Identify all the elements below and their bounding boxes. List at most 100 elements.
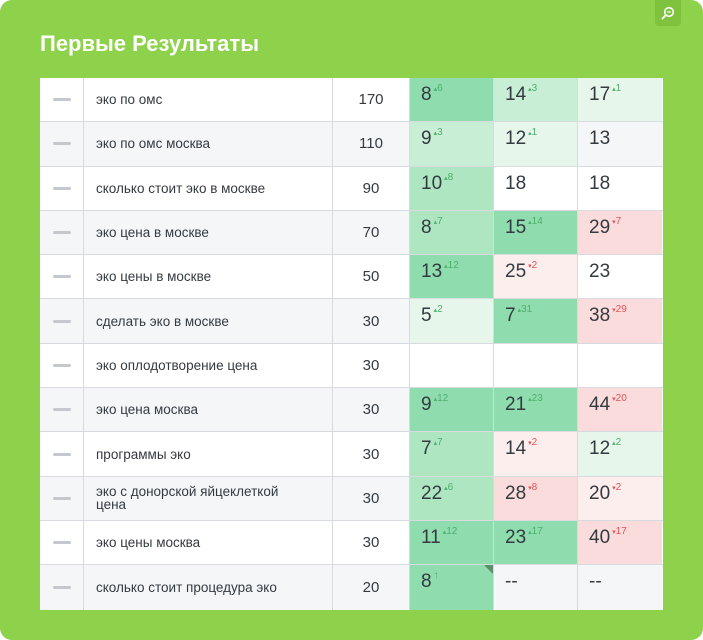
position-change: ▴2 xyxy=(612,437,621,448)
position-change: ▴6 xyxy=(444,482,453,493)
position-change: ▴17 xyxy=(528,526,543,537)
position-change-value: 29 xyxy=(615,304,627,316)
minus-icon xyxy=(52,319,71,323)
keyword-cell: эко цены в москве xyxy=(84,255,333,299)
minus-icon xyxy=(52,363,71,367)
panel-title: Первые Результаты xyxy=(40,31,259,56)
position-change: ▴12 xyxy=(434,393,449,404)
table-row[interactable]: эко с донорской яйцеклеткой цена 30 22 ▴6 28… xyxy=(40,476,663,521)
arrow-up-icon: ▴ xyxy=(444,263,448,271)
position-value: 13 xyxy=(589,128,611,150)
position-cell: 9 ▴12 xyxy=(410,388,494,432)
position-cell: 14 ▴3 xyxy=(494,78,578,122)
position-change-value: 12 xyxy=(447,260,459,272)
position-value: 28 xyxy=(505,482,527,504)
row-toggle[interactable] xyxy=(40,122,84,166)
arrow-down-icon: ▾ xyxy=(612,307,616,315)
position-value: 14 xyxy=(505,84,527,105)
position-change: ↑ xyxy=(434,570,439,581)
position-cell: 12 ▴1 xyxy=(494,122,578,166)
table-row[interactable]: эко по омс 170 8 ▴6 14 ▴3 17 ▴1 xyxy=(40,78,663,123)
position-value: -- xyxy=(589,571,602,593)
position-change: ▴2 xyxy=(434,304,443,315)
position-cell: 7 ▴7 xyxy=(410,432,494,476)
position-change: ▴3 xyxy=(434,127,443,138)
position-value: 44 xyxy=(589,394,611,416)
volume-cell: 30 xyxy=(333,388,410,432)
arrow-down-icon: ▾ xyxy=(612,396,616,404)
table-row[interactable]: эко цена москва 30 9 ▴12 21 ▴23 44 ▾20 xyxy=(40,388,663,433)
position-change: ▴1 xyxy=(612,83,621,94)
arrow-up-icon: ▴ xyxy=(433,396,438,404)
table-row[interactable]: сколько стоит процедура эко 20 8 ↑ -- -- xyxy=(40,565,663,610)
position-cell: 5 ▴2 xyxy=(410,299,494,343)
arrow-up-icon: ▴ xyxy=(528,528,532,536)
keyword-cell: сделать эко в москве xyxy=(84,299,333,343)
position-change: ▴23 xyxy=(528,393,543,404)
row-toggle[interactable] xyxy=(40,210,84,255)
position-cell: 40 ▾17 xyxy=(578,520,662,565)
position-cell xyxy=(494,343,578,388)
position-cell: 13 xyxy=(578,122,662,165)
position-change: ▾2 xyxy=(612,482,621,493)
row-toggle[interactable] xyxy=(40,565,84,610)
arrow-up-icon: ▴ xyxy=(612,440,616,448)
arrow-up-icon: ▴ xyxy=(517,307,522,315)
position-change-value: 3 xyxy=(437,127,443,139)
position-change: ▾17 xyxy=(612,526,627,537)
table-row[interactable]: программы эко 30 7 ▴7 14 ▾2 12 ▴2 xyxy=(40,432,663,477)
position-change-value: 7 xyxy=(615,215,622,227)
position-value: 12 xyxy=(589,438,611,460)
row-toggle[interactable] xyxy=(40,343,84,388)
table-row[interactable]: эко цена в москве 70 8 ▴7 15 ▴14 29 ▾7 xyxy=(40,210,663,256)
position-change-value: 8 xyxy=(447,171,454,183)
table-row[interactable]: эко по омс москва 110 9 ▴3 12 ▴1 13 xyxy=(40,122,663,167)
position-value: 8 xyxy=(421,571,432,593)
table-row[interactable]: эко цены москва 30 11 ▴12 23 ▴17 40 ▾17 xyxy=(40,520,663,566)
volume-cell: 90 xyxy=(333,166,410,210)
position-change: ▾2 xyxy=(528,437,537,448)
position-cell: -- xyxy=(494,565,578,610)
row-toggle[interactable] xyxy=(40,299,84,343)
volume-cell: 30 xyxy=(333,343,410,388)
row-toggle[interactable] xyxy=(40,520,84,565)
corner-zoom-button[interactable] xyxy=(655,0,681,26)
position-cell: 8 ↑ xyxy=(410,565,494,610)
position-change: ▾20 xyxy=(612,393,627,404)
arrow-down-icon: ▾ xyxy=(528,484,532,492)
row-toggle[interactable] xyxy=(40,255,84,299)
minus-icon xyxy=(52,496,71,500)
position-cell: 8 ▴6 xyxy=(410,78,494,122)
position-value: 13 xyxy=(421,261,443,283)
position-cell: 23 xyxy=(578,255,662,298)
arrow-up-icon: ▴ xyxy=(433,307,438,315)
position-cell: 11 ▴12 xyxy=(410,520,494,565)
table-row[interactable]: эко оплодотворение цена 30 xyxy=(40,343,663,389)
position-value: 8 xyxy=(421,84,432,105)
position-change: ▾8 xyxy=(528,482,537,493)
table-row[interactable]: эко цены в москве 50 13 ▴12 25 ▾2 23 xyxy=(40,255,663,300)
position-change-value: 7 xyxy=(437,215,443,227)
table-row[interactable]: сколько стоит эко в москве 90 10 ▴8 18 18 xyxy=(40,166,663,211)
position-cell: 15 ▴14 xyxy=(494,210,578,255)
arrow-down-icon: ▾ xyxy=(528,440,532,448)
row-toggle[interactable] xyxy=(40,388,84,432)
position-change-value: 12 xyxy=(437,393,449,405)
row-toggle[interactable] xyxy=(40,432,84,476)
row-toggle[interactable] xyxy=(40,166,84,210)
row-toggle[interactable] xyxy=(40,78,84,122)
position-cell: 14 ▾2 xyxy=(494,432,578,476)
minus-icon xyxy=(52,98,71,102)
minus-icon xyxy=(52,452,71,456)
minus-icon xyxy=(52,231,71,235)
row-toggle[interactable] xyxy=(40,476,84,520)
minus-icon xyxy=(52,408,71,412)
keyword-cell: эко оплодотворение цена xyxy=(84,343,333,388)
table-row[interactable]: сделать эко в москве 30 5 ▴2 7 ▴31 38 ▾29 xyxy=(40,299,663,344)
arrow-up-icon: ▴ xyxy=(528,86,532,93)
volume-cell: 30 xyxy=(333,476,410,520)
position-change-value: 8 xyxy=(531,481,538,493)
position-value: 12 xyxy=(505,128,527,150)
minus-icon xyxy=(52,142,71,146)
position-change-value: 2 xyxy=(437,304,443,316)
